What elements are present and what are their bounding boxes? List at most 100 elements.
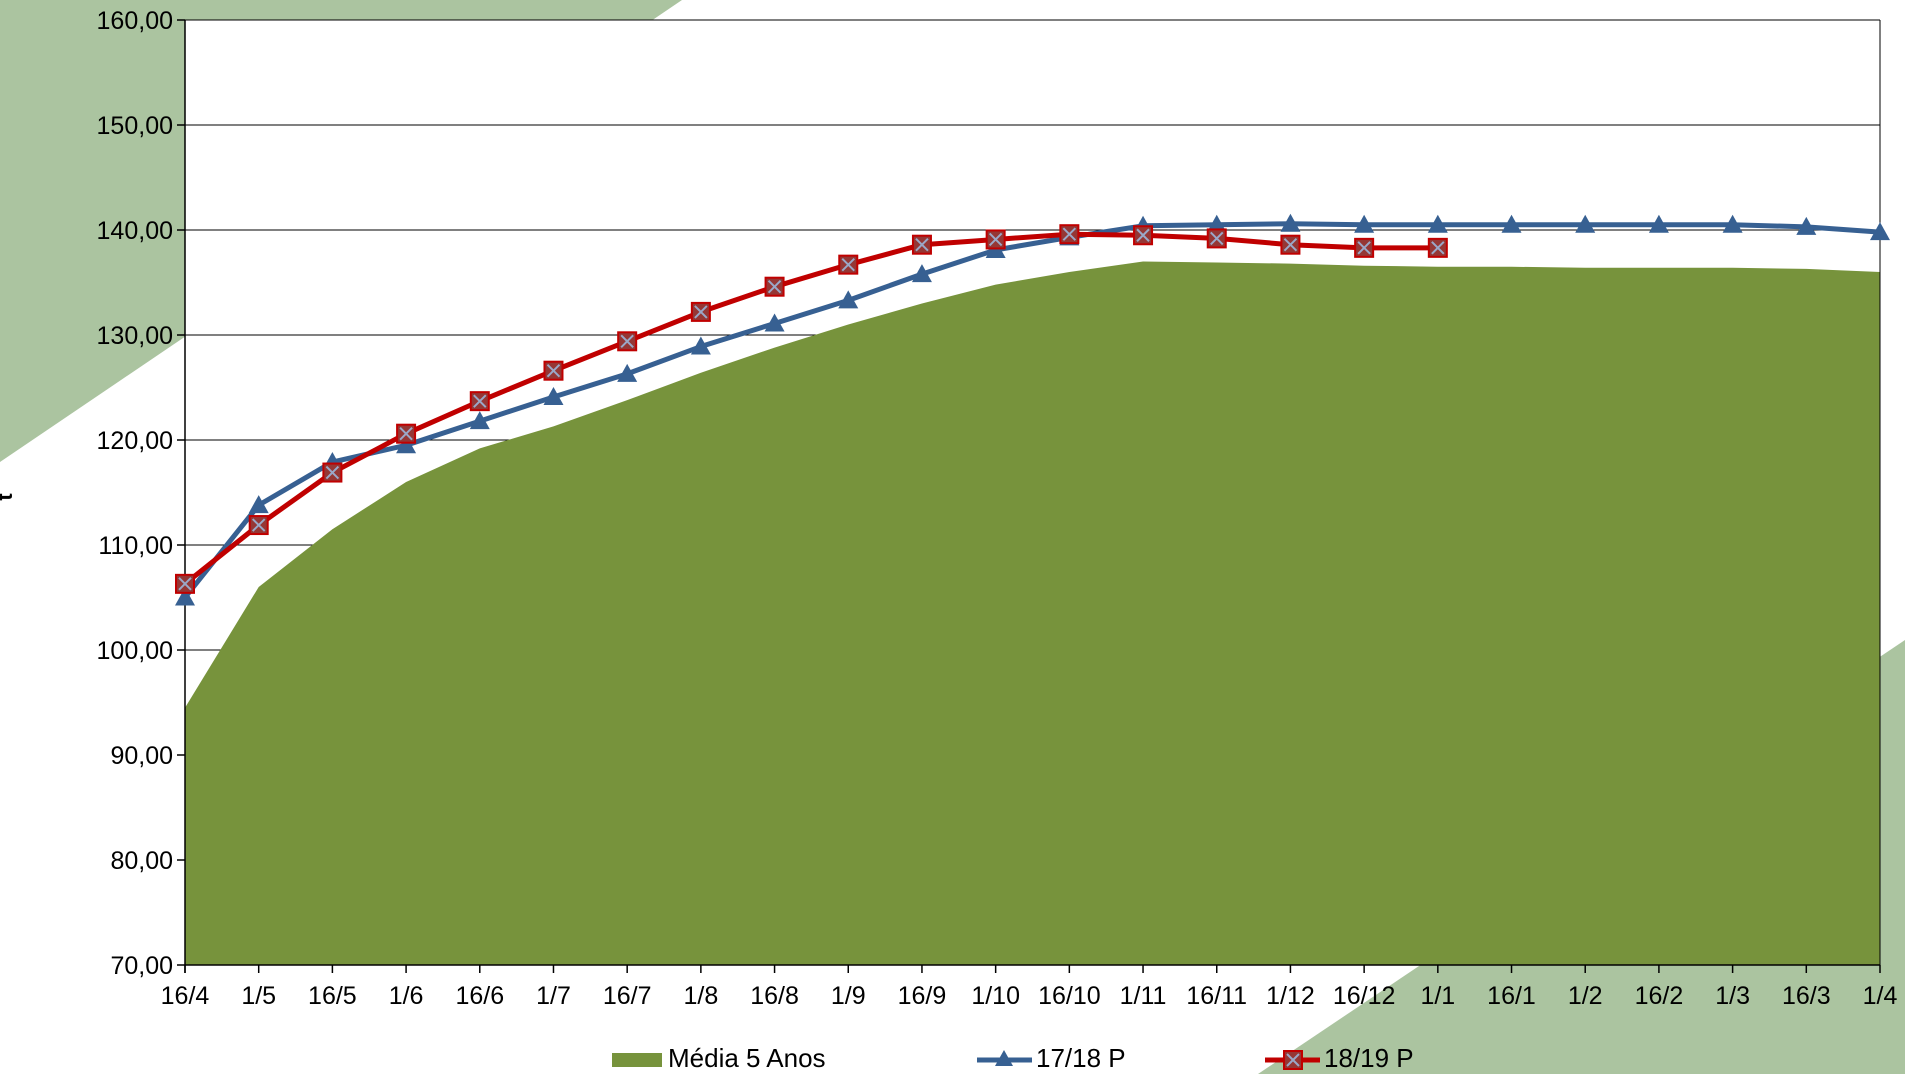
legend-marker-1718 bbox=[995, 1050, 1013, 1066]
x-tick-label: 1/1 bbox=[1420, 982, 1455, 1010]
point-17-18 bbox=[1796, 216, 1817, 235]
legend-label-1819: 18/19 P bbox=[1324, 1043, 1414, 1073]
marker-cross bbox=[1431, 241, 1445, 255]
point-17-18 bbox=[1280, 213, 1301, 232]
marker-cross bbox=[399, 426, 413, 441]
x-tick-label: 1/6 bbox=[389, 982, 424, 1010]
marker-cross bbox=[767, 279, 782, 294]
x-tick-label: 16/10 bbox=[1038, 982, 1101, 1010]
legend-swatch-media bbox=[612, 1053, 662, 1067]
marker-cross bbox=[1136, 228, 1150, 242]
line-series-layer bbox=[175, 213, 1890, 606]
legend-label-1718: 17/18 P bbox=[1036, 1043, 1126, 1073]
point-17-18 bbox=[1206, 214, 1227, 233]
marker-cross bbox=[473, 394, 487, 408]
marker-cross bbox=[841, 257, 855, 272]
marker-cross bbox=[546, 363, 561, 378]
marker-cross bbox=[325, 465, 340, 480]
point-17-18 bbox=[469, 411, 490, 430]
point-18-19 bbox=[985, 229, 1006, 250]
point-17-18 bbox=[1722, 214, 1743, 233]
y-tick-label: 100,00 bbox=[97, 637, 173, 665]
x-tick-label: 1/12 bbox=[1266, 982, 1315, 1010]
point-18-19 bbox=[1427, 237, 1448, 258]
point-17-18 bbox=[396, 435, 417, 454]
y-tick-label: 110,00 bbox=[98, 532, 173, 560]
point-17-18 bbox=[543, 386, 564, 405]
point-17-18 bbox=[1354, 214, 1375, 233]
y-tick-label: 120,00 bbox=[97, 427, 173, 455]
point-18-19 bbox=[617, 331, 638, 352]
point-17-18 bbox=[248, 495, 269, 514]
point-17-18 bbox=[911, 264, 932, 283]
x-tick-label: 1/3 bbox=[1715, 982, 1750, 1010]
point-18-19 bbox=[175, 573, 195, 594]
point-18-19 bbox=[838, 254, 859, 275]
x-tick-label: 1/7 bbox=[536, 982, 571, 1010]
point-17-18 bbox=[1427, 214, 1448, 233]
point-18-19 bbox=[1206, 228, 1227, 249]
marker-cross bbox=[620, 334, 634, 349]
area-media-5-anos bbox=[185, 261, 1880, 965]
point-18-19 bbox=[1280, 234, 1301, 255]
line-17-18 bbox=[183, 221, 1881, 600]
marker-cross bbox=[1286, 1053, 1300, 1067]
marker-cross bbox=[988, 232, 1003, 247]
x-tick-label: 16/9 bbox=[898, 982, 947, 1010]
point-18-19 bbox=[764, 276, 785, 297]
x-tick-label: 16/5 bbox=[308, 982, 357, 1010]
point-17-18 bbox=[764, 313, 785, 332]
point-17-18 bbox=[1648, 214, 1669, 233]
point-18-19 bbox=[469, 391, 490, 412]
point-18-19 bbox=[248, 515, 269, 536]
point-18-19 bbox=[1354, 237, 1375, 258]
point-18-19 bbox=[1059, 224, 1080, 245]
x-tick-label: 16/6 bbox=[455, 982, 504, 1010]
y-axis-title: t bbox=[0, 493, 17, 501]
y-tick-label: 140,00 bbox=[97, 217, 173, 245]
y-tick-label: 150,00 bbox=[97, 112, 173, 140]
legend-label-media: Média 5 Anos bbox=[668, 1043, 826, 1073]
marker-cross bbox=[178, 577, 192, 591]
y-axis-tick-labels: 70,00 80,00 90,00 100,00 110,00 120,00 130,00 1… bbox=[97, 7, 173, 980]
point-17-18 bbox=[175, 587, 195, 606]
point-17-18 bbox=[690, 336, 711, 355]
x-tick-label: 1/5 bbox=[241, 982, 276, 1010]
marker-cross bbox=[694, 305, 708, 319]
x-tick-label: 16/2 bbox=[1635, 982, 1684, 1010]
point-17-18 bbox=[617, 363, 638, 382]
axes bbox=[177, 19, 1881, 973]
marker-cross bbox=[1062, 227, 1077, 241]
x-tick-label: 1/8 bbox=[683, 982, 718, 1010]
point-18-19 bbox=[322, 462, 343, 483]
x-tick-label: 16/1 bbox=[1487, 982, 1536, 1010]
point-18-19 bbox=[396, 423, 417, 444]
x-tick-label: 1/4 bbox=[1863, 982, 1898, 1010]
marker-cross bbox=[251, 518, 266, 532]
line-18-19 bbox=[183, 231, 1438, 586]
x-tick-label: 16/11 bbox=[1186, 982, 1247, 1010]
point-18-19 bbox=[1133, 225, 1154, 246]
x-tick-label: 1/11 bbox=[1120, 982, 1167, 1010]
point-17-18 bbox=[1870, 222, 1890, 241]
marker-cross bbox=[1283, 237, 1298, 252]
marker-cross bbox=[1357, 241, 1371, 255]
point-18-19 bbox=[543, 360, 564, 381]
x-tick-label: 16/4 bbox=[161, 982, 210, 1010]
point-17-18 bbox=[838, 290, 859, 309]
y-tick-label: 130,00 bbox=[97, 322, 173, 350]
x-tick-label: 16/12 bbox=[1333, 982, 1396, 1010]
x-tick-label: 1/2 bbox=[1568, 982, 1603, 1010]
x-tick-label: 1/9 bbox=[831, 982, 866, 1010]
legend-marker-1819 bbox=[1283, 1050, 1303, 1070]
point-18-19 bbox=[690, 301, 711, 322]
x-tick-label: 16/3 bbox=[1782, 982, 1831, 1010]
point-18-19 bbox=[911, 234, 932, 255]
y-tick-label: 80,00 bbox=[110, 847, 173, 875]
x-tick-label: 16/8 bbox=[750, 982, 799, 1010]
x-tick-label: 1/10 bbox=[971, 982, 1020, 1010]
y-tick-label: 160,00 bbox=[97, 7, 173, 35]
marker-cross bbox=[915, 237, 929, 252]
y-tick-label: 90,00 bbox=[110, 742, 173, 770]
